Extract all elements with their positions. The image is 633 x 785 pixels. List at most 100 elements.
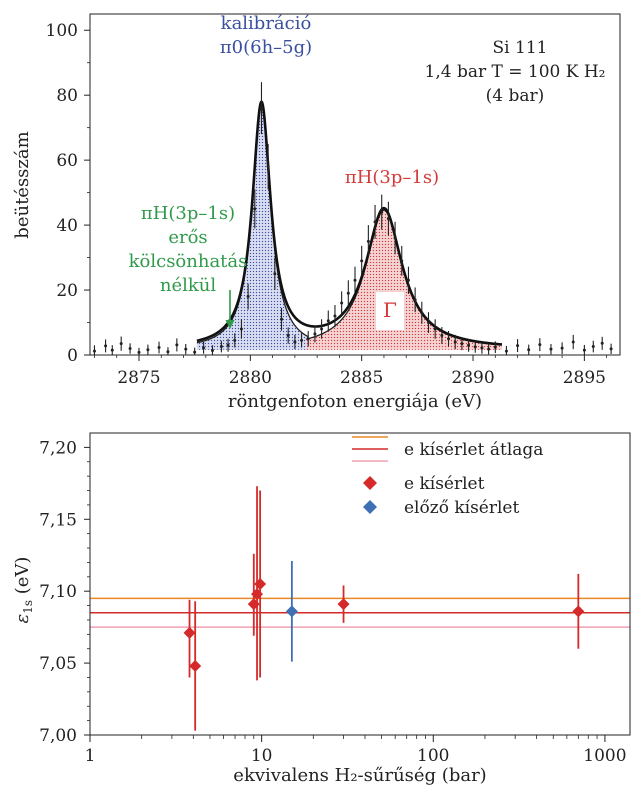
data-point — [582, 344, 586, 355]
data-point — [119, 336, 123, 351]
x-tick-label: 100 — [417, 746, 449, 766]
total-fit — [196, 100, 503, 346]
data-point — [420, 301, 424, 324]
measurement-points — [183, 486, 585, 731]
y-tick-label: 7,15 — [39, 510, 77, 530]
y-tick-label: 60 — [56, 151, 78, 171]
data-point — [360, 245, 364, 276]
data-point — [175, 338, 179, 352]
setup-label-2: 1,4 bar T = 100 K H₂ — [425, 62, 606, 82]
data-point — [487, 343, 491, 355]
data-point — [609, 343, 613, 355]
x-axis-label: ekvivalens H₂-sűrűség (bar) — [233, 765, 486, 785]
legend-red-diamond-icon — [363, 476, 377, 490]
data-point — [226, 338, 230, 352]
data-point — [440, 327, 444, 344]
legend-blue-diamond-icon — [363, 500, 377, 514]
data-point — [406, 266, 410, 294]
data-point — [202, 342, 206, 354]
fit-curves — [196, 100, 503, 346]
data-point — [110, 345, 114, 355]
x-tick-label: 1 — [85, 746, 96, 766]
peak-fills — [196, 106, 502, 350]
data-point — [527, 344, 531, 355]
data-point — [366, 225, 370, 258]
red-diamond-point — [189, 601, 202, 731]
data-point — [460, 337, 464, 351]
data-point — [413, 287, 417, 313]
legend-average-label: e kísérlet átlaga — [404, 440, 543, 460]
y-axis-label-sub: 1s — [21, 600, 35, 614]
x-tick-label: 2890 — [451, 368, 494, 388]
data-point — [137, 347, 141, 355]
y-tick-label: 7,10 — [39, 582, 77, 602]
data-point — [600, 336, 604, 350]
x-tick-label: 1000 — [583, 746, 626, 766]
x-axis-label: röntgenfoton energiája (eV) — [228, 391, 482, 412]
data-point — [104, 339, 108, 353]
data-point — [219, 340, 223, 353]
axis-ticks: 2875 2880 2885 2890 2895 0 20 40 60 80 100 — [46, 21, 608, 388]
data-point — [516, 339, 520, 353]
gamma-box — [376, 292, 404, 330]
data-point — [306, 330, 310, 347]
data-point — [340, 291, 344, 315]
no-strong-label-2: erős — [168, 227, 207, 248]
data-point — [326, 310, 330, 332]
data-point — [157, 341, 161, 354]
data-point — [320, 319, 324, 339]
y-tick-label: 7,20 — [39, 438, 77, 458]
gamma-label: Γ — [383, 298, 397, 322]
legend-item-2: előző kísérlet — [404, 498, 519, 518]
data-point — [293, 334, 297, 350]
data-point — [259, 82, 263, 135]
data-point — [393, 221, 397, 255]
blue-diamond-point — [285, 560, 298, 662]
data-point — [447, 330, 451, 347]
y-tick-label: 80 — [56, 86, 78, 106]
y-tick-label: 7,05 — [39, 654, 77, 674]
y-axis-label-main: ε — [12, 614, 33, 624]
peak-fill-2 — [306, 210, 502, 350]
data-point — [473, 341, 477, 353]
data-point — [286, 327, 290, 344]
data-point — [239, 319, 243, 339]
data-point — [280, 307, 284, 331]
calibration-label-1: kalibráció — [221, 13, 312, 34]
y-axis-label: beütésszám — [12, 131, 33, 238]
data-point — [504, 345, 508, 355]
data-point — [313, 325, 317, 343]
data-point — [210, 345, 214, 355]
red-diamond-point — [183, 599, 196, 678]
setup-label-1: Si 111 — [493, 38, 548, 58]
y-tick-label: 7,00 — [39, 726, 77, 746]
data-point — [426, 312, 430, 333]
plot-frame — [89, 432, 631, 736]
epsilon-chart: 1 10 100 1000 7,00 7,05 7,10 7,15 7,20 ekvivalen… — [12, 432, 631, 785]
calibration-label-2: π0(6h–5g) — [220, 37, 312, 58]
data-point — [571, 334, 575, 350]
red-diamond-point — [337, 585, 350, 623]
data-point — [333, 304, 337, 328]
data-point — [266, 143, 270, 190]
data-point — [591, 340, 595, 353]
down-arrow-icon — [225, 290, 235, 329]
data-point — [493, 341, 497, 354]
plot-frame — [89, 13, 621, 356]
data-point — [246, 283, 250, 310]
data-point — [253, 189, 257, 229]
setup-label-3: (4 bar) — [486, 86, 545, 106]
y-tick-label: 0 — [67, 346, 78, 366]
x-tick-label: 2880 — [229, 368, 272, 388]
data-point — [184, 343, 188, 355]
data-point — [380, 194, 384, 230]
axis-ticks: 1 10 100 1000 7,00 7,05 7,10 7,15 7,20 — [39, 438, 626, 766]
no-strong-label-1: πH(3p–1s) — [141, 203, 235, 224]
y-axis-label: ε1s (eV) — [12, 557, 35, 624]
data-point — [453, 334, 457, 350]
data-point — [273, 257, 277, 291]
x-tick-label: 2875 — [117, 368, 160, 388]
data-point — [346, 280, 350, 307]
data-point — [193, 347, 197, 355]
